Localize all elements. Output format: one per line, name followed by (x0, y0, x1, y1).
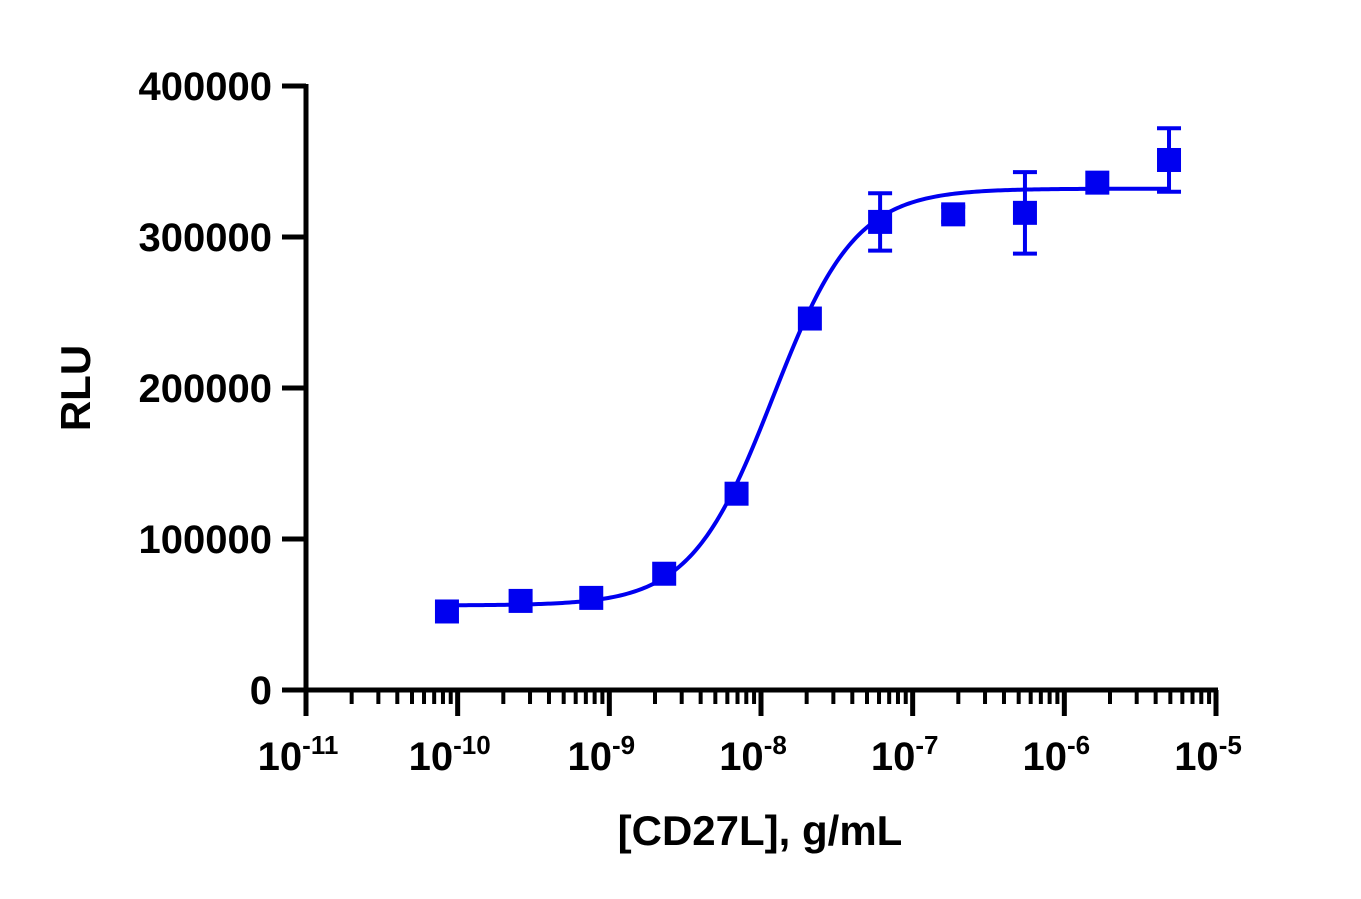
point-marker (1085, 170, 1110, 195)
point-marker (579, 585, 604, 610)
fit-curve (446, 186, 1170, 608)
data-point (579, 585, 604, 610)
point-marker (1157, 147, 1182, 172)
y-axis: 0 100000 200000 300000 400000 (139, 65, 309, 713)
data-point (652, 561, 677, 586)
data-point (724, 481, 749, 506)
x-axis: 10-11 10-10 10-9 10-8 10-7 10-6 10-5 (258, 687, 1242, 779)
data-point (797, 306, 822, 331)
data-point (508, 588, 533, 613)
y-tick-label: 300000 (139, 216, 272, 260)
data-point (434, 599, 459, 624)
x-tick-label: 10-6 (1023, 730, 1091, 779)
data-point (868, 191, 893, 253)
point-marker (941, 202, 966, 227)
fit-curve-layer (446, 186, 1170, 608)
y-axis-title: RLU (52, 345, 99, 431)
data-points (434, 126, 1182, 624)
point-marker (652, 561, 677, 586)
data-point (1012, 170, 1037, 256)
data-point (941, 202, 966, 227)
y-tick-label: 0 (250, 669, 272, 713)
point-marker (1012, 200, 1037, 225)
point-marker (434, 599, 459, 624)
data-point (1085, 170, 1110, 195)
point-marker (797, 306, 822, 331)
point-marker (724, 481, 749, 506)
x-tick-label: 10-8 (719, 730, 787, 779)
x-tick-label: 10-7 (871, 730, 939, 779)
x-tick-label: 10-5 (1174, 730, 1242, 779)
y-tick-label: 100000 (139, 518, 272, 562)
point-marker (868, 209, 893, 234)
y-tick-label: 200000 (139, 367, 272, 411)
x-axis-title: [CD27L], g/mL (618, 807, 903, 854)
x-tick-label: 10-10 (409, 730, 491, 779)
y-tick-label: 400000 (139, 65, 272, 109)
x-tick-label: 10-11 (258, 730, 339, 779)
point-marker (508, 588, 533, 613)
x-tick-label: 10-9 (568, 730, 636, 779)
data-point (1157, 126, 1182, 194)
